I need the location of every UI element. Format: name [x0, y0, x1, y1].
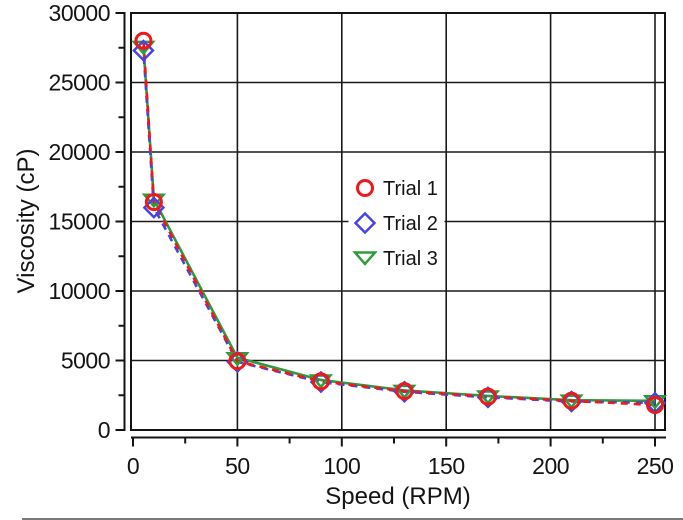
series-line-trial-1 [142, 40, 656, 407]
trial1-circle-icon [356, 179, 374, 197]
data-point-circle [134, 31, 153, 50]
legend-item-trial-1: Trial 1 [356, 178, 438, 200]
legend-label-trial-3: Trial 3 [383, 248, 438, 270]
data-point-circle [144, 193, 163, 212]
data-point-circle [646, 395, 664, 414]
data-point-circle [478, 387, 497, 406]
legend-label-trial-1: Trial 1 [383, 178, 438, 200]
plot-frame [130, 12, 666, 431]
data-point-diamond [132, 39, 155, 62]
y-axis-title: Viscosity (cP) [13, 149, 40, 294]
tick-labels: 0 5000 10000 15000 20000 25000 30000 0 50 100 150 2… [49, 0, 674, 479]
x-tick-label: 50 [225, 453, 250, 479]
legend-label-trial-2: Trial 2 [383, 213, 438, 235]
data-point-circle [228, 352, 247, 371]
x-tick-label: 250 [637, 453, 674, 479]
y-tick-label: 0 [98, 417, 110, 443]
data-point-circle [562, 391, 581, 410]
trial2-diamond-icon [353, 211, 377, 235]
data-series [131, 31, 668, 415]
plot-frame-and-axes [115, 12, 666, 447]
x-axis-title: Speed (RPM) [325, 483, 470, 510]
x-tick-label: 100 [323, 453, 360, 479]
y-tick-label: 25000 [49, 70, 110, 96]
data-point-triangle-down [392, 384, 417, 400]
legend-item-trial-3: Trial 3 [352, 248, 438, 270]
x-tick-label: 0 [127, 453, 139, 479]
data-point-circle [395, 382, 414, 401]
x-tick-label: 200 [532, 453, 569, 479]
y-tick-label: 10000 [49, 278, 110, 304]
legend-item-trial-2: Trial 2 [353, 211, 438, 235]
data-point-triangle-down [475, 390, 501, 405]
gridlines [131, 13, 665, 430]
data-point-triangle-down [559, 394, 584, 410]
y-tick-label: 20000 [49, 139, 110, 165]
legend: Trial 1 Trial 2 Trial 3 [348, 156, 445, 286]
data-point-triangle-down [308, 374, 334, 389]
y-tick-label: 5000 [61, 348, 110, 374]
data-point-circle [311, 372, 330, 391]
y-tick-label: 15000 [49, 209, 110, 235]
trial3-triangle-down-icon [352, 251, 378, 266]
y-tick-label: 30000 [49, 0, 110, 26]
x-tick-label: 150 [428, 453, 465, 479]
